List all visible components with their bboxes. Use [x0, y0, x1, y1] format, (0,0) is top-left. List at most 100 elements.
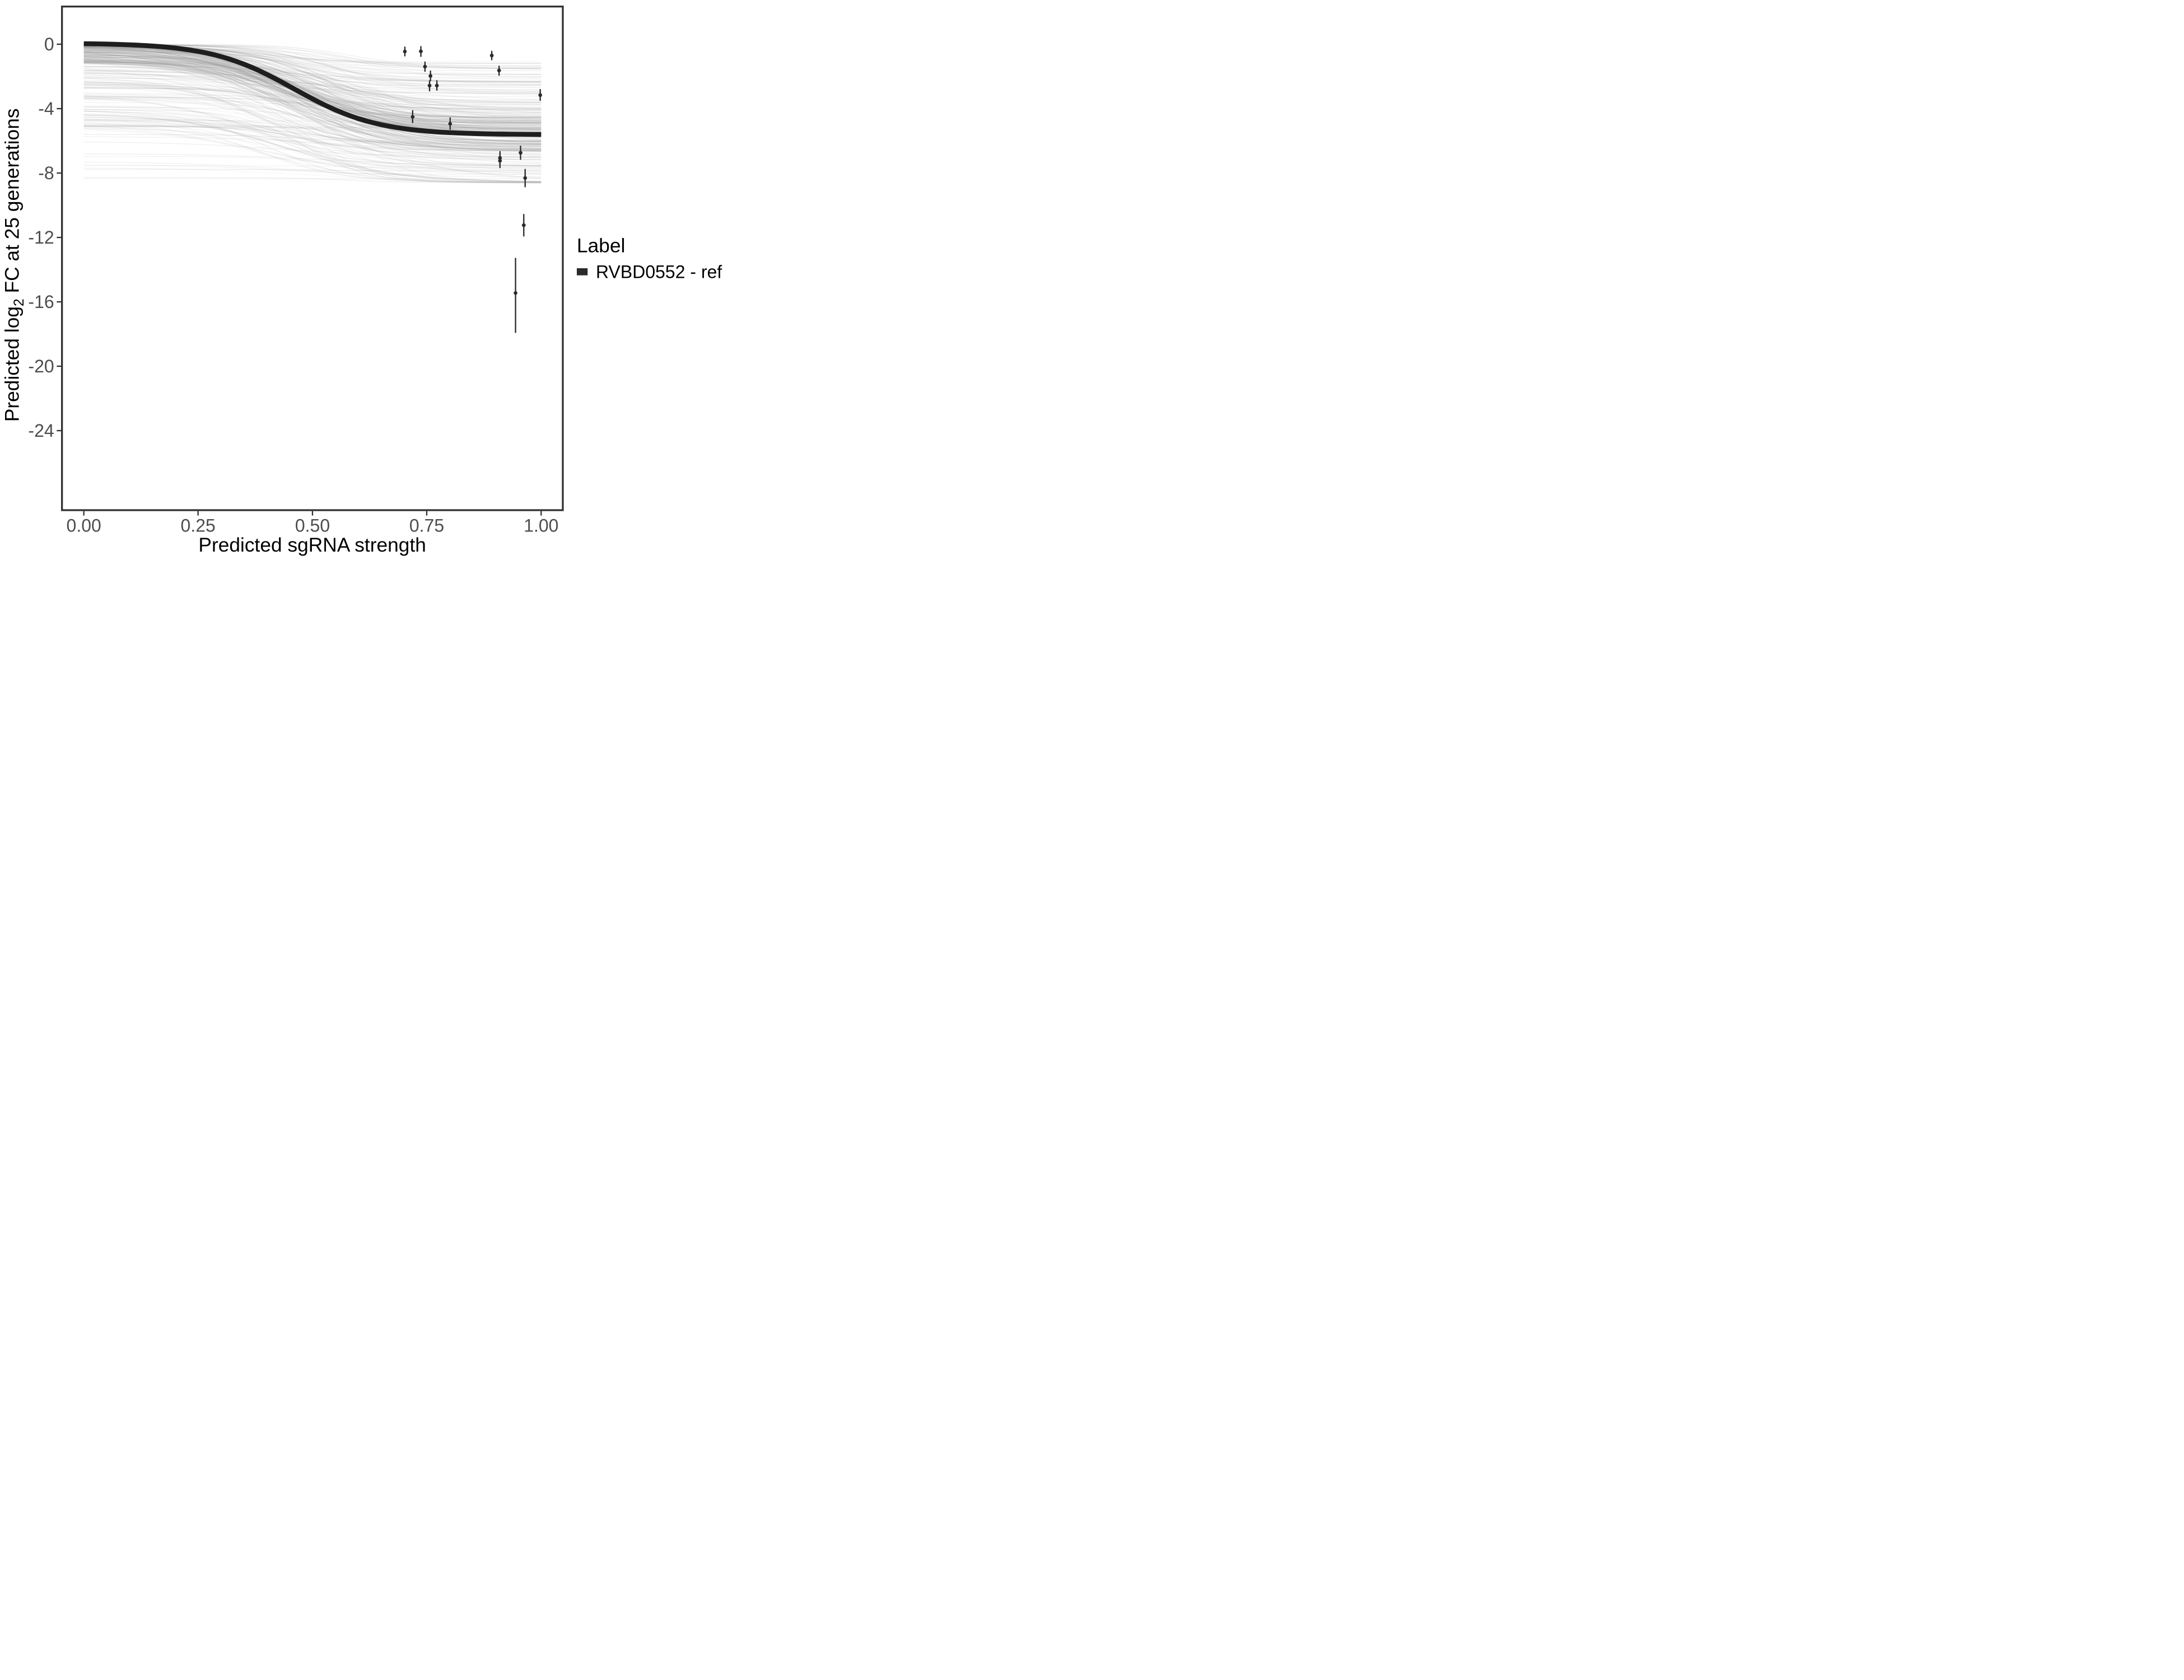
posterior-draw: [83, 114, 542, 166]
posterior-draw: [83, 109, 542, 154]
posterior-draw: [83, 71, 542, 94]
x-tick-label: 1.00: [524, 515, 558, 535]
posterior-draws-layer: [83, 43, 542, 184]
posterior-draw: [83, 129, 542, 182]
posterior-draw: [83, 107, 542, 180]
posterior-draw: [83, 55, 542, 78]
posterior-draw: [83, 110, 542, 166]
posterior-draw: [83, 114, 542, 182]
posterior-draw: [83, 82, 542, 145]
posterior-draw: [83, 113, 542, 171]
posterior-draw: [83, 48, 542, 123]
posterior-draw: [83, 62, 542, 149]
posterior-draw: [83, 126, 542, 129]
posterior-draw: [83, 102, 542, 183]
posterior-draw: [83, 80, 542, 126]
posterior-draw: [83, 55, 542, 130]
posterior-draw: [83, 54, 542, 141]
posterior-draw: [83, 60, 542, 123]
y-tick-label: -24: [28, 421, 54, 441]
posterior-draw: [83, 109, 542, 169]
data-point: [410, 115, 415, 119]
posterior-draw: [83, 49, 542, 128]
posterior-draw: [83, 156, 542, 175]
posterior-draw: [83, 63, 542, 110]
y-tick-label: -8: [38, 163, 54, 183]
y-axis-title: Predicted log2 FC at 25 generations: [1, 108, 27, 422]
posterior-draw: [83, 124, 542, 183]
posterior-draw: [83, 59, 542, 124]
posterior-draw: [83, 52, 542, 92]
posterior-draw: [83, 63, 542, 129]
y-axis-ticks: [57, 43, 62, 432]
posterior-draw: [83, 59, 542, 87]
posterior-draw: [83, 73, 542, 120]
posterior-draw: [83, 177, 542, 183]
posterior-draw: [83, 115, 542, 158]
posterior-draw: [83, 70, 542, 103]
y-tick-label: -16: [28, 292, 54, 312]
posterior-draw: [83, 117, 542, 149]
posterior-draw: [83, 52, 542, 110]
posterior-draw: [83, 77, 542, 152]
posterior-draw: [83, 60, 542, 142]
posterior-draw: [83, 52, 542, 129]
posterior-draw: [83, 96, 542, 130]
posterior-draw: [83, 61, 542, 115]
posterior-draw: [83, 110, 542, 183]
posterior-draw: [83, 109, 542, 184]
data-point: [523, 176, 528, 180]
data-point: [403, 49, 407, 54]
posterior-draw: [83, 153, 542, 167]
posterior-draw: [83, 52, 542, 148]
posterior-draw: [83, 58, 542, 152]
data-point: [427, 83, 432, 88]
posterior-draw: [83, 110, 542, 183]
y-tick-label: -20: [28, 356, 54, 376]
posterior-draw: [83, 62, 542, 124]
posterior-draw: [83, 85, 542, 165]
posterior-draw: [83, 58, 542, 138]
posterior-draw: [83, 59, 542, 150]
posterior-draw: [83, 62, 542, 146]
posterior-draw: [83, 106, 542, 145]
posterior-draw: [83, 116, 542, 179]
posterior-draw: [83, 67, 542, 86]
reference-curve: [83, 41, 542, 137]
posterior-draw: [83, 92, 542, 173]
data-point: [428, 74, 433, 78]
posterior-draw: [83, 63, 542, 151]
posterior-draw: [83, 87, 542, 163]
posterior-draw: [83, 141, 542, 158]
posterior-draw: [83, 54, 542, 120]
x-tick-label: 0.25: [181, 515, 216, 535]
posterior-draw: [83, 109, 542, 168]
x-axis-ticks: [83, 511, 542, 516]
posterior-draw: [83, 57, 542, 124]
posterior-draw: [83, 61, 542, 83]
posterior-draw: [83, 46, 542, 127]
data-point: [419, 49, 423, 53]
posterior-draw: [83, 73, 542, 100]
posterior-draw: [83, 60, 542, 83]
posterior-draw: [83, 54, 542, 117]
legend-item-label: RVBD0552 - ref: [596, 262, 722, 282]
posterior-draw: [83, 56, 542, 126]
data-point: [519, 151, 522, 155]
posterior-draw: [83, 85, 542, 145]
posterior-draw: [83, 57, 542, 118]
posterior-draw: [83, 105, 542, 160]
posterior-draw: [83, 136, 542, 151]
posterior-draw: [83, 73, 542, 162]
posterior-draw: [83, 50, 542, 80]
posterior-draw: [83, 126, 542, 146]
posterior-draw: [83, 47, 542, 131]
posterior-draw: [83, 48, 542, 128]
posterior-draw: [83, 51, 542, 110]
posterior-draw: [83, 54, 542, 127]
posterior-draw: [83, 122, 542, 184]
posterior-draw: [83, 75, 542, 142]
data-point: [435, 83, 439, 88]
posterior-draw: [83, 53, 542, 109]
posterior-draw: [83, 69, 542, 90]
